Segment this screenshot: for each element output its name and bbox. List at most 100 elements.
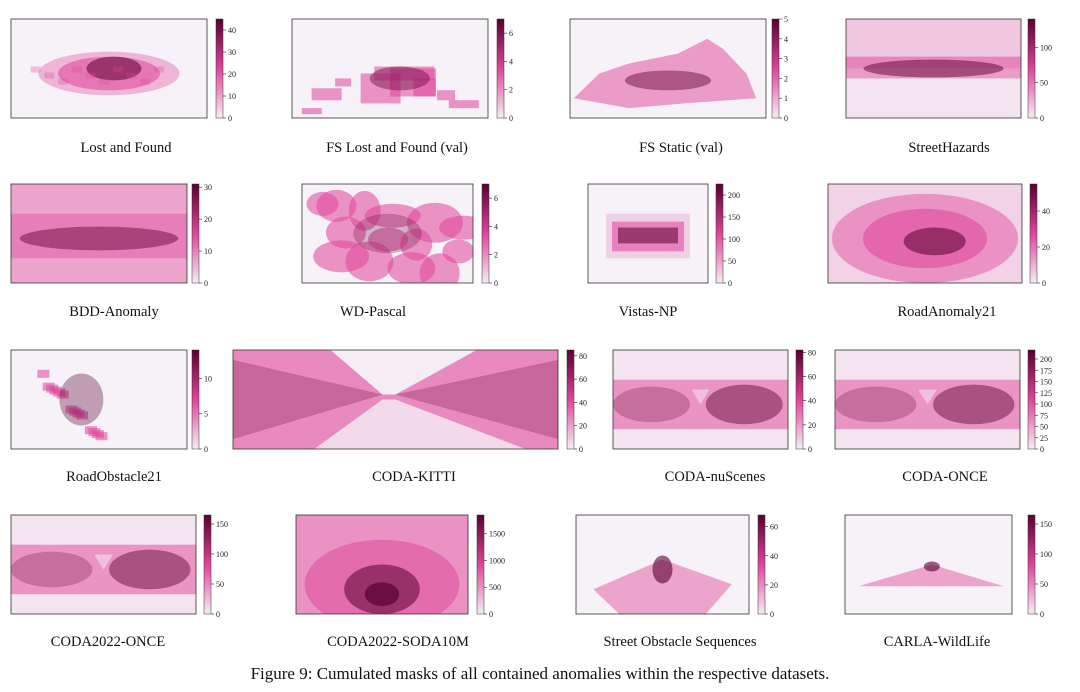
heatmap-image [827, 183, 1023, 284]
colorbar-tick-label: 20 [579, 422, 587, 431]
colorbar-tick-label: 100 [1040, 550, 1052, 559]
colorbar-tick-label: 5 [784, 15, 788, 24]
colorbar: 0 10 20 30 40 [215, 18, 236, 123]
colorbar-tick-label: 40 [770, 552, 778, 561]
colorbar-tick-label: 100 [1040, 400, 1052, 409]
panel-label: FS Lost and Found (val) [326, 140, 468, 156]
colorbar: 0 20 40 60 80 [566, 349, 587, 454]
colorbar-tick-label: 50 [1040, 580, 1048, 589]
colorbar-tick-label: 125 [1040, 389, 1052, 398]
colorbar-tick-label: 150 [728, 213, 740, 222]
colorbar-tick-label: 1 [784, 94, 788, 103]
colorbar-tick-label: 1500 [489, 530, 505, 539]
panel-label: CODA-ONCE [902, 469, 988, 485]
heatmap-image [845, 18, 1022, 119]
colorbar: 0 2 4 6 [481, 183, 498, 288]
panel-label: CARLA-WildLife [883, 634, 991, 650]
panel-label: CODA-nuScenes [664, 469, 766, 485]
heatmap-image [844, 514, 1013, 615]
heatmap-image [587, 183, 709, 284]
colorbar: 0 10 20 30 [191, 183, 212, 288]
heatmap-image [295, 514, 469, 615]
colorbar: 0 1 2 3 4 5 [771, 15, 788, 123]
colorbar-tick-label: 100 [216, 550, 228, 559]
colorbar-tick-label: 150 [1040, 378, 1052, 387]
panel-label: CODA-KITTI [372, 469, 456, 485]
heatmap-image [569, 18, 767, 119]
heatmap-image [834, 349, 1021, 450]
colorbar-tick-label: 0 [1042, 279, 1046, 288]
panel-label: BDD-Anomaly [69, 304, 159, 320]
panel-label: RoadAnomaly21 [897, 304, 997, 320]
colorbar-tick-label: 0 [579, 445, 583, 454]
colorbar-tick-label: 0 [770, 610, 774, 619]
colorbar-tick-label: 200 [1040, 355, 1052, 364]
colorbar-tick-label: 80 [579, 352, 587, 361]
colorbar-tick-label: 0 [1040, 610, 1044, 619]
colorbar-tick-label: 20 [770, 581, 778, 590]
panel-label: Street Obstacle Sequences [603, 634, 757, 650]
colorbar-tick-label: 40 [808, 397, 816, 406]
colorbar: 0 25 50 75 100 125 150 175 200 [1027, 349, 1052, 454]
colorbar-tick-label: 0 [204, 445, 208, 454]
colorbar-tick-label: 4 [509, 57, 513, 66]
colorbar-tick-label: 0 [1040, 445, 1044, 454]
colorbar-tick-label: 10 [204, 374, 212, 383]
colorbar-tick-label: 0 [489, 610, 493, 619]
colorbar-tick-label: 30 [204, 183, 212, 192]
panel-label: CODA2022-ONCE [50, 634, 166, 650]
colorbar: 0 20 40 60 [757, 514, 778, 619]
colorbar-tick-label: 1000 [489, 556, 505, 565]
colorbar-tick-label: 20 [1042, 243, 1050, 252]
panel-label: Vistas-NP [618, 304, 678, 320]
colorbar: 0 20 40 [1029, 183, 1050, 288]
colorbar: 0 50 100 150 [203, 514, 228, 619]
heatmap-image [301, 183, 474, 284]
colorbar-tick-label: 20 [204, 215, 212, 224]
colorbar-tick-label: 4 [494, 222, 498, 231]
colorbar-tick-label: 150 [1040, 520, 1052, 529]
heatmap-image [10, 183, 188, 284]
colorbar-tick-label: 10 [228, 92, 236, 101]
colorbar: 0 5 10 [191, 349, 212, 454]
colorbar-tick-label: 0 [728, 279, 732, 288]
heatmap-image [575, 514, 750, 615]
colorbar-tick-label: 175 [1040, 366, 1052, 375]
panel-label: FS Static (val) [639, 140, 723, 156]
colorbar-tick-label: 2 [494, 251, 498, 260]
colorbar: 0 20 40 60 80 [795, 348, 816, 454]
colorbar-tick-label: 75 [1040, 411, 1048, 420]
colorbar-tick-label: 4 [784, 35, 788, 44]
colorbar-tick-label: 20 [228, 70, 236, 79]
colorbar-tick-label: 0 [1040, 114, 1044, 123]
colorbar: 0 50 100 150 [1027, 514, 1052, 619]
colorbar-tick-label: 60 [579, 375, 587, 384]
colorbar-tick-label: 6 [509, 29, 513, 38]
colorbar-tick-label: 100 [1040, 43, 1052, 52]
colorbar-tick-label: 10 [204, 247, 212, 256]
heatmap-image [612, 349, 789, 450]
colorbar: 0 50 100 [1027, 18, 1052, 123]
colorbar-tick-label: 40 [228, 26, 236, 35]
colorbar-tick-label: 20 [808, 421, 816, 430]
colorbar-tick-label: 0 [216, 610, 220, 619]
colorbar-tick-label: 60 [770, 523, 778, 532]
colorbar-tick-label: 60 [808, 373, 816, 382]
colorbar-tick-label: 0 [494, 279, 498, 288]
